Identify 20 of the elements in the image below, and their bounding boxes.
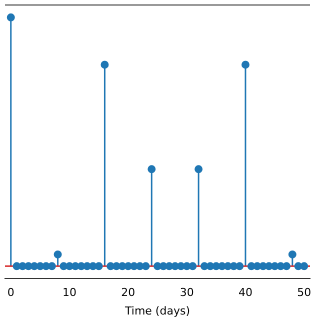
x-axis-title: Time (days): [124, 304, 190, 318]
point: [94, 262, 103, 270]
x-tick-label: 0: [7, 286, 14, 300]
point: [288, 250, 296, 258]
point: [54, 250, 62, 258]
point: [142, 262, 150, 270]
x-tick-label: 50: [297, 286, 312, 300]
x-tick-label: 30: [180, 286, 194, 300]
point: [148, 165, 156, 174]
point: [241, 60, 250, 69]
point: [282, 262, 291, 270]
point: [6, 13, 15, 22]
x-tick-label: 40: [238, 286, 252, 300]
point: [236, 262, 244, 270]
point: [300, 262, 308, 270]
point: [188, 262, 197, 270]
point: [194, 165, 203, 174]
x-tick-label: 10: [62, 286, 77, 300]
x-tick-label: 20: [121, 286, 136, 300]
point: [100, 60, 109, 69]
